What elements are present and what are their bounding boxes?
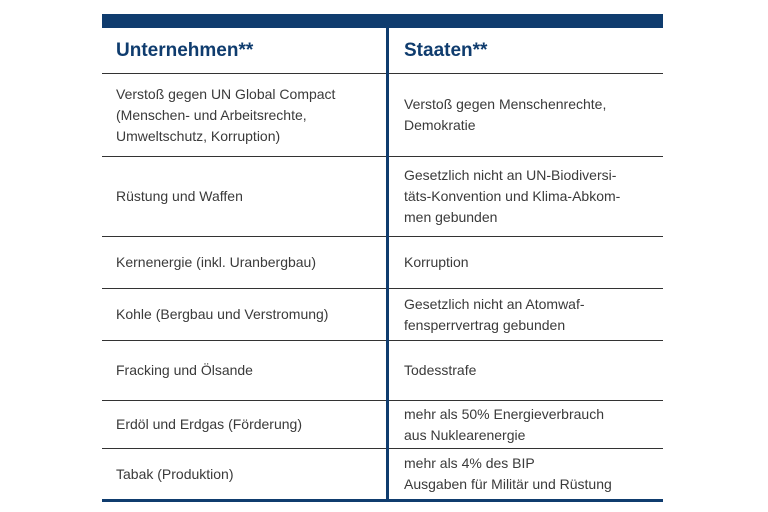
header-cell-companies: Unternehmen** [102, 40, 389, 62]
table-row: Verstoß gegen UN Global Compact (Mensche… [102, 74, 663, 157]
company-criterion: Kernenergie (inkl. Uranbergbau) [116, 254, 316, 270]
company-criterion: Fracking und Ölsande [116, 362, 253, 378]
company-criterion: Tabak (Produktion) [116, 465, 234, 482]
column-divider [386, 28, 389, 502]
table-row: Kernenergie (inkl. Uranbergbau) Korrupti… [102, 237, 663, 289]
company-criterion: Kohle (Bergbau und Verstromung) [116, 306, 329, 322]
company-criterion: Rüstung und Waffen [116, 188, 243, 204]
header-cell-states: Staaten** [389, 40, 663, 62]
state-criterion: Korruption [404, 254, 469, 270]
state-criterion: Gesetzlich nicht an Atomwaf- fensperrver… [404, 295, 585, 333]
table-row: Fracking und Ölsande Todesstrafe [102, 341, 663, 401]
table-row: Tabak (Produktion) mehr als 4% des BIP A… [102, 449, 663, 502]
table-row: Erdöl und Erdgas (Förderung) mehr als 50… [102, 401, 663, 449]
table-header-row: Unternehmen** Staaten** [102, 28, 663, 74]
exclusion-criteria-table: Unternehmen** Staaten** Verstoß gegen UN… [102, 14, 663, 502]
company-criterion: Verstoß gegen UN Global Compact (Mensche… [116, 85, 336, 144]
state-criterion: mehr als 4% des BIP Ausgaben für Militär… [404, 455, 612, 492]
state-criterion: Todesstrafe [404, 362, 477, 378]
header-companies: Unternehmen** [116, 39, 254, 61]
table-row: Kohle (Bergbau und Verstromung) Gesetzli… [102, 289, 663, 341]
state-criterion: mehr als 50% Energieverbrauch aus Nuklea… [404, 405, 604, 443]
table-row: Rüstung und Waffen Gesetzlich nicht an U… [102, 157, 663, 237]
table-top-bar [102, 14, 663, 28]
state-criterion: Gesetzlich nicht an UN-Biodiversi- täts-… [404, 167, 621, 225]
header-states: Staaten** [404, 39, 488, 61]
state-criterion: Verstoß gegen Menschenrechte, Demokratie [404, 96, 607, 133]
company-criterion: Erdöl und Erdgas (Förderung) [116, 416, 302, 432]
